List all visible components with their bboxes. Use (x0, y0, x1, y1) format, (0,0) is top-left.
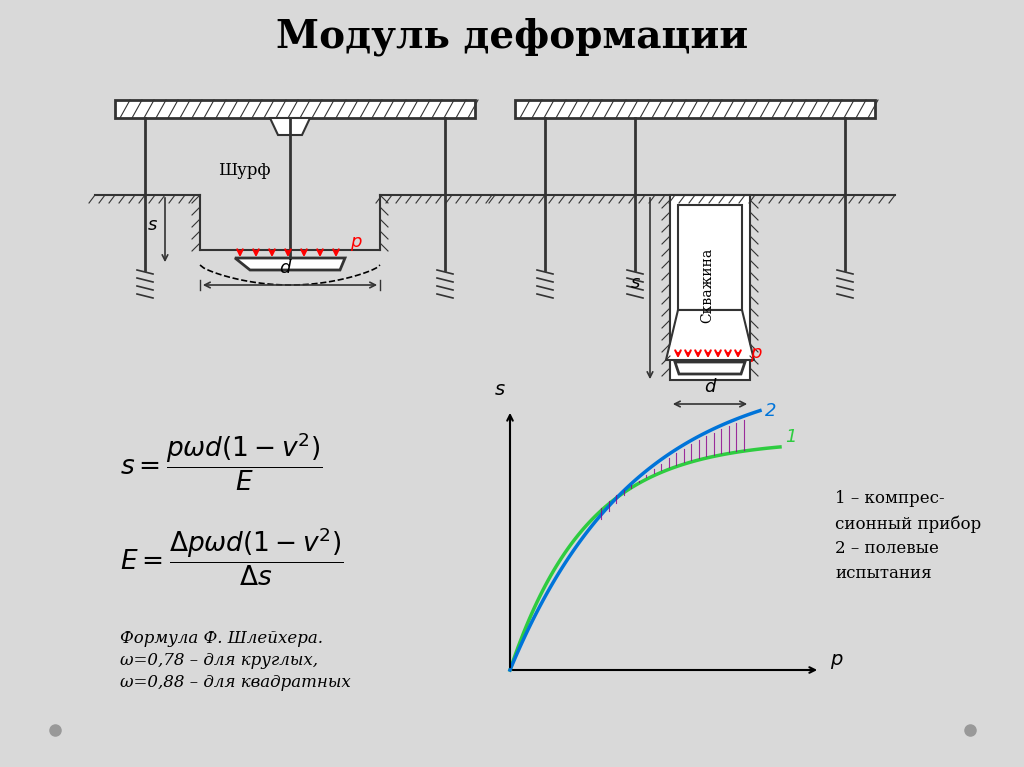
Text: 2: 2 (765, 402, 776, 420)
Polygon shape (115, 100, 475, 118)
Text: s: s (148, 216, 158, 234)
Text: Модуль деформации: Модуль деформации (275, 18, 749, 56)
Text: p: p (750, 344, 762, 362)
Polygon shape (270, 118, 310, 135)
Text: ω=0,88 – для квадратных: ω=0,88 – для квадратных (120, 674, 351, 691)
Polygon shape (666, 310, 754, 360)
Bar (678, 205, 742, 310)
Polygon shape (670, 195, 750, 380)
Text: ω=0,78 – для круглых,: ω=0,78 – для круглых, (120, 652, 318, 669)
Text: $E = \dfrac{\Delta p\omega d\left(1 - v^2\right)}{\Delta s}$: $E = \dfrac{\Delta p\omega d\left(1 - v^… (120, 525, 344, 588)
Text: p: p (350, 233, 361, 251)
Text: Шурф: Шурф (218, 162, 270, 179)
Text: 1 – компрес-
сионный прибор
2 – полевые
испытания: 1 – компрес- сионный прибор 2 – полевые … (835, 490, 981, 582)
Text: p: p (830, 650, 843, 669)
Polygon shape (515, 100, 874, 118)
Text: Формула Ф. Шлейхера.: Формула Ф. Шлейхера. (120, 630, 323, 647)
Text: Скважина: Скважина (700, 248, 714, 323)
Text: s: s (631, 274, 640, 292)
Text: d: d (705, 378, 716, 396)
Text: 1: 1 (785, 428, 797, 446)
Polygon shape (234, 258, 345, 270)
Polygon shape (675, 362, 745, 374)
Text: s: s (495, 380, 505, 399)
Text: $s = \dfrac{p\omega d\left(1 - v^2\right)}{E}$: $s = \dfrac{p\omega d\left(1 - v^2\right… (120, 430, 323, 492)
Text: d: d (280, 259, 291, 277)
